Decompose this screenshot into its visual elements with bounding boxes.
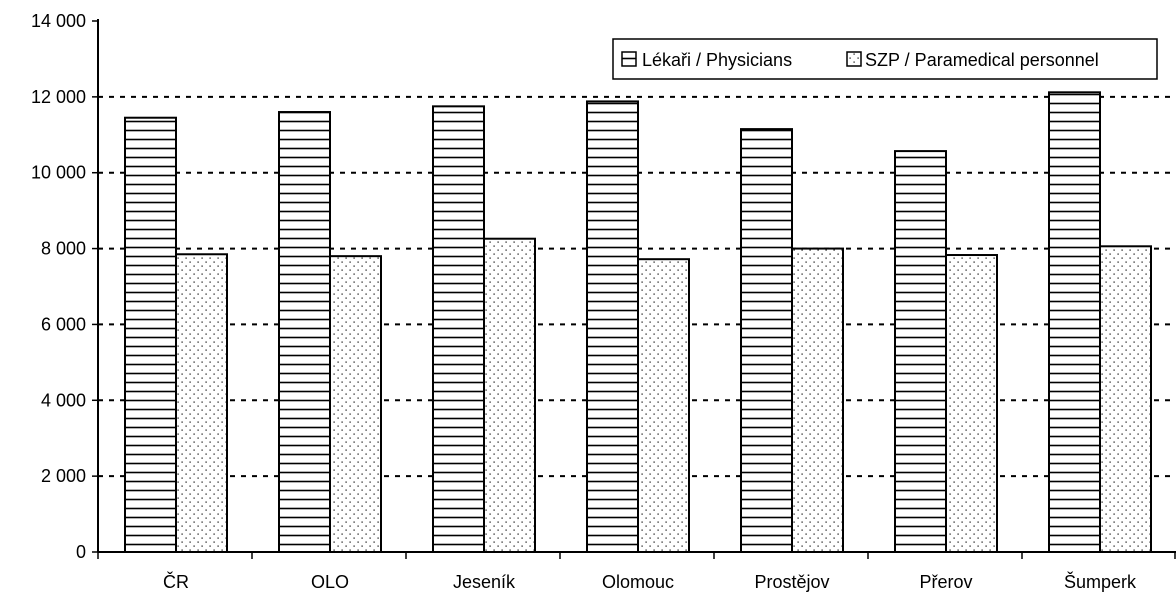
x-tick-label: Olomouc bbox=[602, 572, 674, 592]
bar-paramedical bbox=[329, 255, 382, 553]
legend-swatch-physicians bbox=[621, 51, 637, 67]
y-tick-label: 6 000 bbox=[41, 314, 86, 334]
y-tick-label: 0 bbox=[76, 542, 86, 562]
y-tick-label: 8 000 bbox=[41, 239, 86, 259]
bar-physicians bbox=[124, 116, 177, 553]
y-tick-label: 2 000 bbox=[41, 466, 86, 486]
legend: Lékaři / Physicians SZP / Paramedical per… bbox=[612, 38, 1158, 80]
x-tick-label: Prostějov bbox=[754, 572, 829, 592]
x-tick-label: OLO bbox=[311, 572, 349, 592]
y-tick-label: 10 000 bbox=[31, 163, 86, 183]
x-tick-label: ČR bbox=[163, 571, 189, 592]
x-tick-label: Přerov bbox=[919, 572, 972, 592]
bar-paramedical bbox=[483, 237, 536, 554]
bar-physicians bbox=[278, 111, 331, 554]
bar-paramedical bbox=[637, 258, 690, 553]
x-tick-label: Jeseník bbox=[453, 572, 516, 592]
bar-paramedical bbox=[945, 254, 998, 553]
bar-paramedical bbox=[791, 247, 844, 553]
bar-physicians bbox=[586, 100, 639, 553]
legend-swatch-paramedical bbox=[846, 51, 862, 67]
y-tick-label: 4 000 bbox=[41, 390, 86, 410]
axes bbox=[92, 19, 1176, 559]
legend-label-paramedical: SZP / Paramedical personnel bbox=[865, 50, 1099, 70]
bar-paramedical bbox=[175, 253, 228, 553]
bar-physicians bbox=[894, 150, 947, 553]
legend-label-physicians: Lékaři / Physicians bbox=[642, 50, 792, 70]
bar-paramedical bbox=[1099, 245, 1152, 553]
bar-physicians bbox=[1048, 91, 1101, 553]
tick-labels: 0 2 000 4 000 6 000 8 000 10 000 12 000 14 000 Č… bbox=[31, 11, 1137, 592]
y-tick-label: 12 000 bbox=[31, 87, 86, 107]
x-tick-label: Šumperk bbox=[1064, 571, 1137, 592]
legend-box bbox=[612, 38, 1158, 80]
y-tick-label: 14 000 bbox=[31, 11, 86, 31]
bar-physicians bbox=[740, 128, 793, 553]
bar-physicians bbox=[432, 105, 485, 553]
bars bbox=[124, 91, 1152, 554]
